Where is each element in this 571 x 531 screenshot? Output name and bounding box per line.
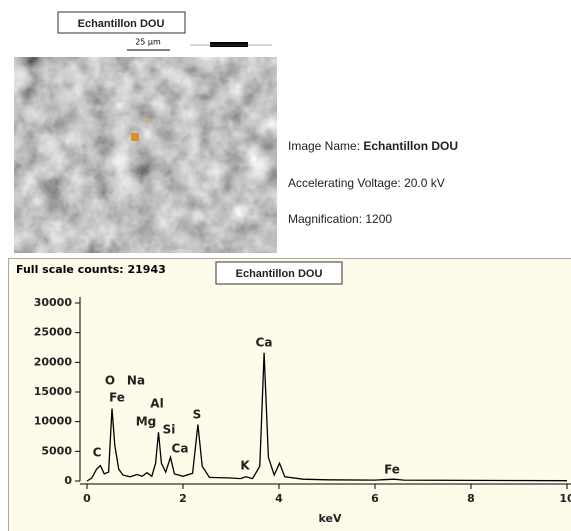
- report: Echantillon DOU 25 µm + Image Name: Echa…: [0, 0, 571, 531]
- y-tick-label: 20000: [34, 355, 73, 368]
- image-name-value: Echantillon DOU: [363, 139, 458, 153]
- image-name-label: Image Name:: [288, 139, 360, 153]
- y-tick-label: 5000: [41, 444, 72, 457]
- chart-subtitle: Full scale counts: 21943: [16, 263, 166, 276]
- x-tick-label: 0: [83, 492, 91, 505]
- scale-indicator: [210, 42, 248, 47]
- peak-label: C: [93, 446, 102, 460]
- peak-label: Na: [127, 374, 145, 388]
- peak-label: S: [193, 408, 202, 422]
- spectrum-panel: [9, 259, 571, 531]
- y-tick-label: 0: [64, 474, 72, 487]
- peak-label: Si: [163, 423, 176, 437]
- y-tick-label: 10000: [34, 415, 73, 428]
- analysis-spot: [131, 133, 139, 141]
- x-tick-label: 2: [179, 492, 187, 505]
- x-tick-label: 10: [559, 492, 571, 505]
- peak-label: Ca: [172, 442, 189, 456]
- peak-label: Fe: [384, 463, 400, 477]
- image-name: Image Name: Echantillon DOU: [288, 139, 458, 153]
- x-tick-label: 8: [467, 492, 475, 505]
- y-tick-label: 15000: [34, 385, 73, 398]
- voltage: Accelerating Voltage: 20.0 kV: [288, 176, 445, 190]
- sem-image: [14, 57, 277, 253]
- magnification: Magnification: 1200: [288, 212, 392, 226]
- peak-label: Fe: [109, 391, 125, 405]
- peak-label: K: [240, 459, 250, 473]
- image-title: Echantillon DOU: [78, 18, 165, 30]
- scale-bar-label: 25 µm: [135, 38, 161, 47]
- y-tick-label: 25000: [34, 326, 73, 339]
- peak-label: Mg: [136, 415, 157, 429]
- page: {"header": {"title": "Echantillon DOU", …: [0, 0, 571, 531]
- y-tick-label: 30000: [34, 296, 73, 309]
- chart-title: Echantillon DOU: [236, 268, 323, 280]
- peak-label: Al: [150, 397, 163, 411]
- spot-marker: +: [143, 118, 151, 128]
- peak-label: Ca: [256, 336, 273, 350]
- x-axis-label: keV: [319, 512, 342, 525]
- x-tick-label: 4: [275, 492, 283, 505]
- x-tick-label: 6: [371, 492, 379, 505]
- peak-label: O: [105, 374, 115, 388]
